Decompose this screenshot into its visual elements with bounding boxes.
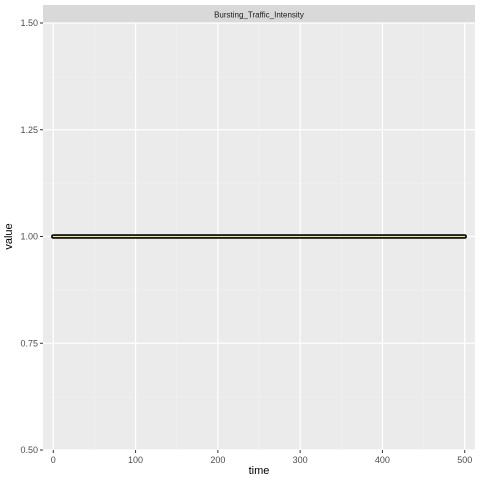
facet-title: Bursting_Traffic_Intensity [214, 11, 304, 20]
y-axis: 0.50 0.75 1.00 1.25 1.50 [20, 18, 43, 455]
y-tick-label: 0.75 [20, 338, 38, 348]
y-tick-label: 0.50 [20, 445, 38, 455]
x-tick-label: 400 [375, 455, 390, 465]
x-axis: 0 100 200 300 400 500 [51, 450, 472, 465]
facet-strip [43, 5, 475, 23]
x-tick-label: 200 [210, 455, 225, 465]
y-tick-label: 1.00 [20, 232, 38, 242]
y-tick-label: 1.50 [20, 18, 38, 28]
y-tick-label: 1.25 [20, 125, 38, 135]
x-tick-label: 500 [457, 455, 472, 465]
y-axis-title: value [3, 223, 15, 249]
x-tick-label: 100 [128, 455, 143, 465]
x-axis-title: time [249, 465, 270, 477]
x-tick-label: 0 [51, 455, 56, 465]
x-tick-label: 300 [293, 455, 308, 465]
